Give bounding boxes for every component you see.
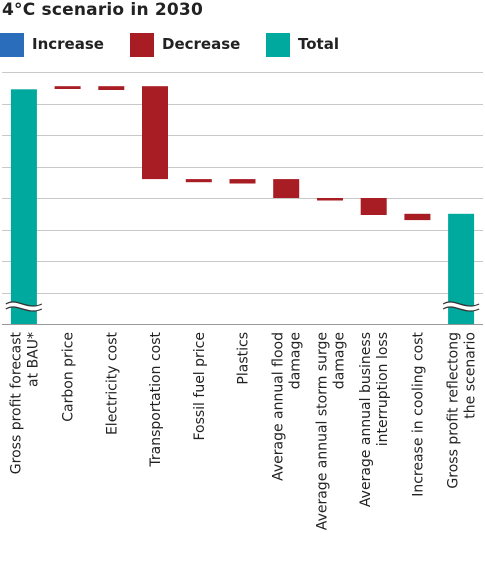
bar-decrease-4 — [185, 179, 212, 183]
category-label-2: Electricity cost — [104, 331, 120, 435]
category-label-line: Average annual business — [358, 332, 374, 507]
legend-swatch-total — [266, 33, 290, 57]
legend: Increase Decrease Total — [0, 33, 485, 57]
legend-label-decrease: Decrease — [162, 35, 241, 53]
bar-decrease-5 — [229, 179, 256, 184]
axis-break-0 — [5, 301, 43, 312]
category-label-line: Transportation cost — [148, 331, 164, 467]
legend-label-increase: Increase — [32, 35, 104, 53]
bar-decrease-3 — [142, 86, 168, 180]
category-label-line: Average annual storm surge — [315, 332, 331, 530]
category-label-line: at BAU* — [25, 332, 41, 387]
category-label-line: Plastics — [236, 332, 252, 385]
category-label-line: Electricity cost — [104, 331, 120, 435]
category-label-line: damage — [332, 332, 348, 389]
category-label-line: Gross profit reflectong — [446, 332, 462, 489]
category-label-1: Carbon price — [61, 332, 77, 422]
category-label-4: Fossil fuel price — [192, 332, 208, 441]
bar-decrease-8 — [360, 198, 387, 215]
category-label-3: Transportation cost — [148, 331, 164, 467]
category-label-line: Increase in cooling cost — [410, 331, 426, 496]
axis-break-10 — [442, 301, 480, 312]
bar-decrease-7 — [317, 198, 343, 201]
legend-label-total: Total — [298, 35, 339, 53]
category-label-10: Gross profit reflectongthe scenario — [446, 332, 479, 489]
bar-decrease-9 — [404, 213, 431, 221]
category-label-5: Plastics — [236, 332, 252, 385]
category-label-line: Average annual flood — [271, 332, 287, 481]
category-label-6: Average annual flooddamage — [271, 332, 304, 481]
category-label-line: damage — [288, 332, 304, 389]
category-label-line: interruption loss — [375, 332, 391, 446]
category-label-line: Gross profit forecast — [8, 332, 24, 475]
bar-decrease-2 — [98, 86, 125, 90]
chart-title: 4°C scenario in 2030 — [2, 0, 203, 20]
category-label-line: the scenario — [463, 332, 479, 419]
category-label-9: Increase in cooling cost — [410, 331, 426, 496]
category-label-line: Carbon price — [61, 332, 77, 422]
bar-decrease-6 — [273, 179, 300, 198]
bar-decrease-1 — [54, 86, 81, 89]
bar-total-0 — [10, 89, 37, 324]
category-label-0: Gross profit forecastat BAU* — [8, 332, 41, 475]
category-label-line: Fossil fuel price — [192, 332, 208, 441]
legend-swatch-increase — [0, 33, 24, 57]
category-label-7: Average annual storm surgedamage — [315, 332, 348, 530]
category-label-8: Average annual businessinterruption loss — [358, 332, 391, 507]
legend-swatch-decrease — [130, 33, 154, 57]
